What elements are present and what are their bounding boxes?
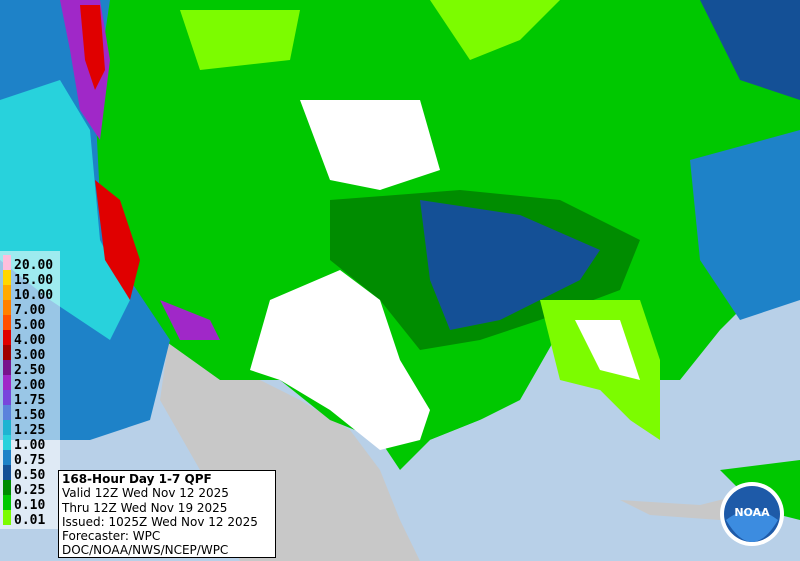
legend-swatch	[3, 480, 11, 495]
precip-400	[80, 5, 105, 90]
legend-label: 1.75	[14, 393, 45, 408]
legend-label: 3.00	[14, 348, 45, 363]
legend-label: 1.00	[14, 438, 45, 453]
legend-swatch	[3, 390, 11, 405]
legend-label: 0.01	[14, 513, 45, 528]
logo-wave	[726, 510, 778, 542]
info-lines: Valid 12Z Wed Nov 12 2025 Thru 12Z Wed No…	[62, 486, 272, 557]
precip-400	[95, 180, 140, 300]
precip-050	[700, 0, 800, 100]
legend-label: 7.00	[14, 303, 45, 318]
dry-land	[575, 320, 640, 380]
legend-label: 0.10	[14, 498, 45, 513]
legend-swatch	[3, 315, 11, 330]
info-title: 168-Hour Day 1-7 QPF	[62, 472, 212, 486]
legend-label: 1.25	[14, 423, 45, 438]
legend-swatch	[3, 435, 11, 450]
info-line: Valid 12Z Wed Nov 12 2025	[62, 486, 229, 501]
legend-label: 4.00	[14, 333, 45, 348]
info-line: Thru 12Z Wed Nov 19 2025	[62, 500, 228, 515]
legend-label: 1.50	[14, 408, 45, 423]
legend-label: 0.75	[14, 453, 45, 468]
legend-swatch	[3, 405, 11, 420]
precip-075	[690, 130, 800, 320]
legend-swatch	[3, 330, 11, 345]
legend-swatch	[3, 450, 11, 465]
legend-swatch	[3, 420, 11, 435]
legend-label: 20.00	[14, 258, 53, 273]
legend-label: 10.00	[14, 288, 53, 303]
dry-land	[250, 270, 430, 450]
legend-swatch	[3, 510, 11, 525]
legend-swatch	[3, 465, 11, 480]
precip-001	[430, 0, 560, 60]
legend-swatch	[3, 375, 11, 390]
legend: 20.0015.0010.007.005.004.003.002.502.001…	[0, 251, 60, 529]
info-line: Forecaster: WPC	[62, 529, 161, 544]
legend-swatch	[3, 270, 11, 285]
legend-swatch	[3, 255, 11, 270]
legend-label: 5.00	[14, 318, 45, 333]
legend-label: 0.50	[14, 468, 45, 483]
info-line: Issued: 1025Z Wed Nov 12 2025	[62, 514, 258, 529]
legend-swatch	[3, 300, 11, 315]
logo-text: NOAA	[734, 506, 770, 519]
dry-land	[300, 100, 440, 190]
precip-050	[420, 200, 600, 330]
info-line: DOC/NOAA/NWS/NCEP/WPC	[62, 543, 229, 558]
legend-swatch	[3, 345, 11, 360]
precip-001	[180, 10, 300, 70]
legend-label: 2.00	[14, 378, 45, 393]
legend-label: 2.50	[14, 363, 45, 378]
info-box: 168-Hour Day 1-7 QPF Valid 12Z Wed Nov 1…	[58, 470, 276, 558]
legend-swatch	[3, 495, 11, 510]
legend-label: 0.25	[14, 483, 45, 498]
gulf	[430, 390, 640, 480]
legend-swatch	[3, 360, 11, 375]
legend-label: 15.00	[14, 273, 53, 288]
legend-swatch	[3, 285, 11, 300]
precip-200	[160, 300, 220, 340]
